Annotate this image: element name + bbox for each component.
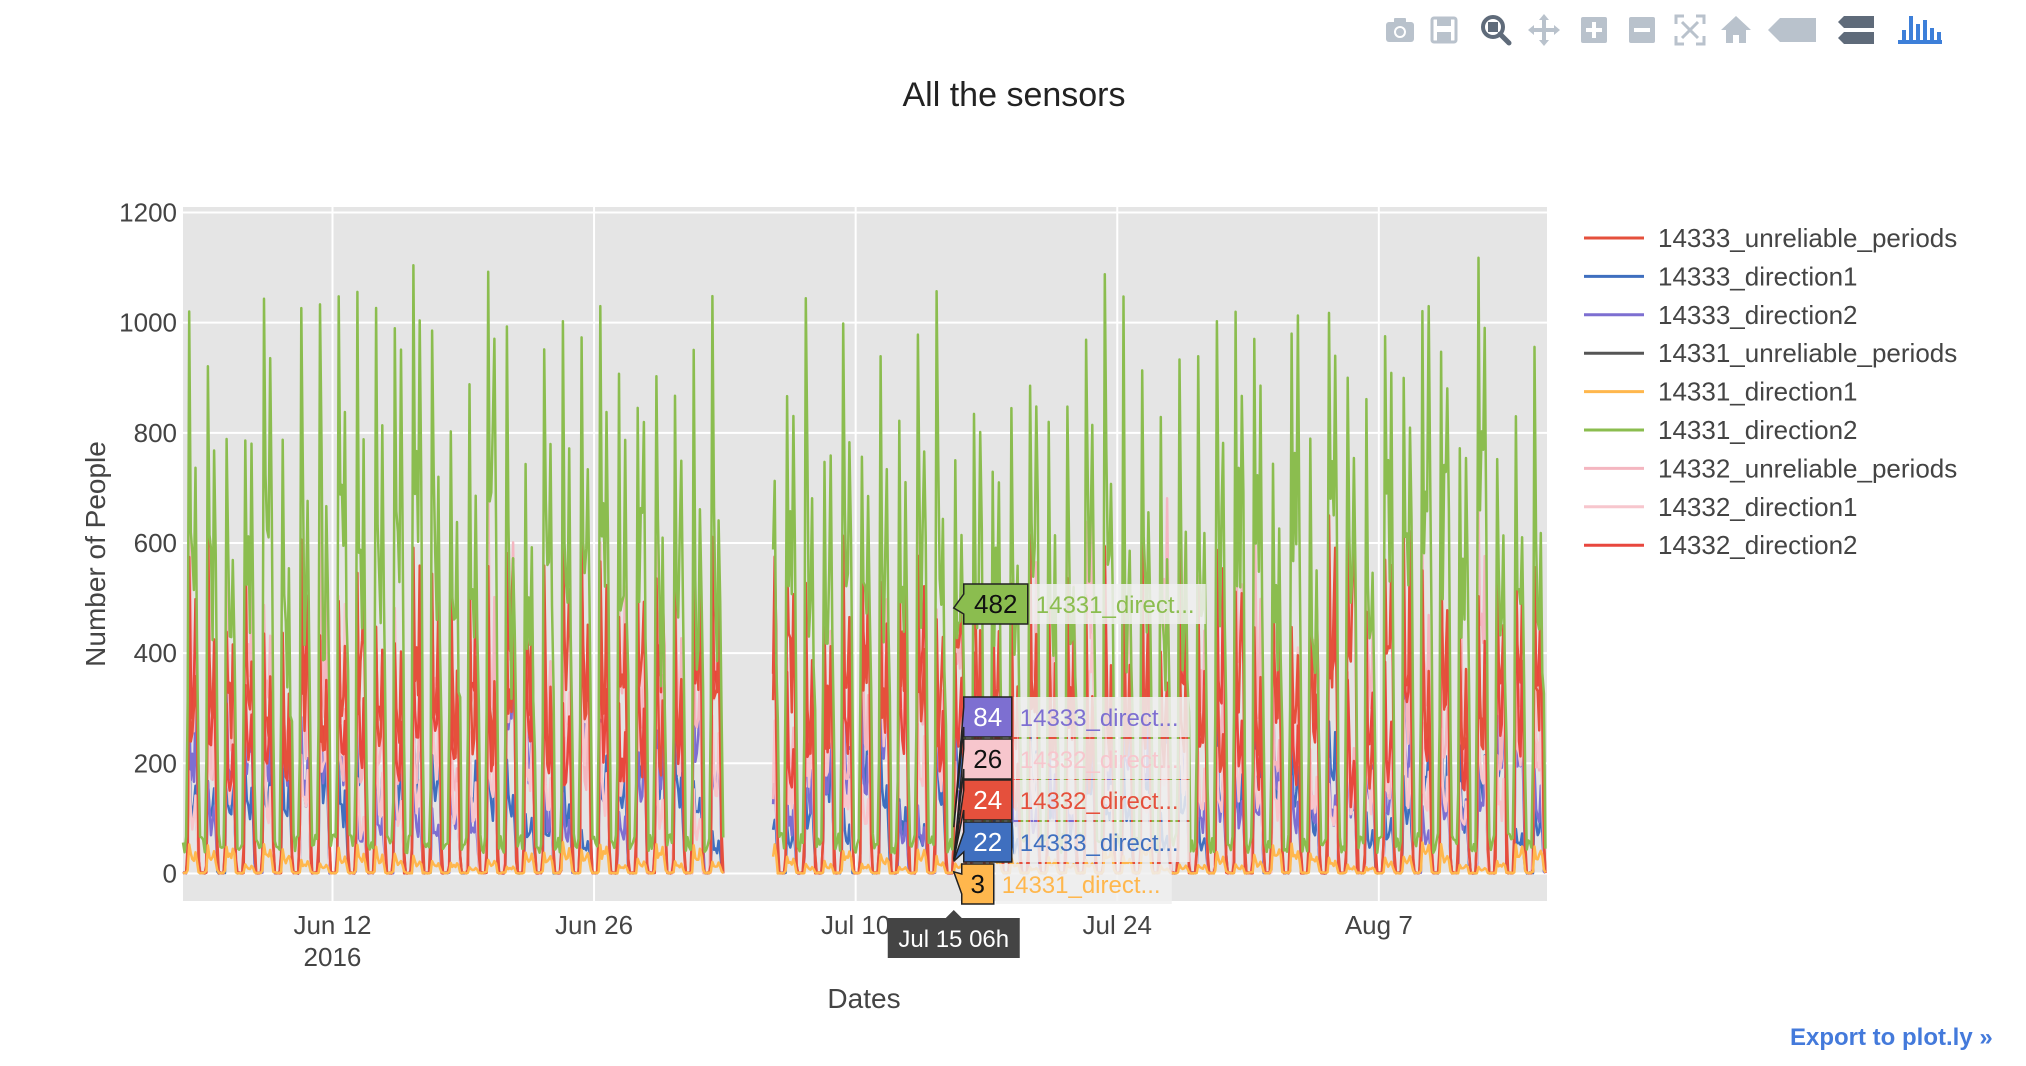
x-tick-label: Jun 12 xyxy=(293,910,371,940)
y-tick-label: 1000 xyxy=(119,308,177,338)
hover-series-box xyxy=(1013,697,1190,737)
legend[interactable]: 14333_unreliable_periods 14333_direction1… xyxy=(1584,223,1957,560)
hover-series-label: 14331_direct... xyxy=(1036,592,1195,619)
zoom-out-icon[interactable] xyxy=(1622,10,1662,50)
hover-label: 3 14331_direct... xyxy=(952,863,1172,905)
hover-x-box xyxy=(887,910,1020,958)
y-tick-label: 200 xyxy=(134,748,177,778)
hover-series-label: 14333_direct... xyxy=(1020,830,1179,857)
hover-series-label: 14332_direct... xyxy=(1020,747,1179,774)
hover-compare-icon[interactable] xyxy=(1824,10,1880,50)
x-tick-label: Jul 24 xyxy=(1083,910,1152,940)
hover-value-box xyxy=(952,583,1029,625)
hover-series-box xyxy=(995,864,1172,904)
zoom-in-icon[interactable] xyxy=(1574,10,1614,50)
hover-series-box xyxy=(1013,739,1190,779)
hover-value: 26 xyxy=(973,744,1002,774)
autoscale-icon[interactable] xyxy=(1670,10,1710,50)
hover-label: 26 14332_direct... xyxy=(953,738,1190,860)
hover-value: 482 xyxy=(974,589,1017,619)
hover-value-box xyxy=(952,863,995,905)
hover-label: 482 14331_direct... xyxy=(952,583,1206,625)
series-line-14331-direction2[interactable] xyxy=(181,264,725,855)
hover-series-box xyxy=(1013,780,1190,820)
legend-item-label[interactable]: 14331_direction2 xyxy=(1658,415,1858,445)
hover-tooltips: 482 14331_direct... 84 14333_direct... 26 143… xyxy=(887,583,1206,958)
legend-item-label[interactable]: 14333_unreliable_periods xyxy=(1658,223,1957,253)
hover-value-box xyxy=(953,821,1013,863)
legend-item-label[interactable]: 14331_unreliable_periods xyxy=(1658,338,1957,368)
hover-value-box xyxy=(953,696,1013,828)
legend-item-label[interactable]: 14332_direction1 xyxy=(1658,492,1858,522)
legend-item-label[interactable]: 14331_direction1 xyxy=(1658,377,1858,407)
plotly-logo-icon[interactable] xyxy=(1892,10,1948,50)
hover-series-box xyxy=(1013,822,1190,862)
legend-item-label[interactable]: 14333_direction2 xyxy=(1658,300,1858,330)
camera-icon[interactable] xyxy=(1380,10,1420,50)
export-to-plotly-link[interactable]: Export to plot.ly » xyxy=(1790,1024,1993,1051)
y-axis-ticks: 0 200 400 600 800 1000 1200 xyxy=(119,198,177,889)
hover-label: 22 14333_direct... xyxy=(953,821,1190,863)
y-axis-title: Number of People xyxy=(80,441,111,667)
chart-title: All the sensors xyxy=(903,76,1126,114)
hover-value-box xyxy=(953,738,1013,860)
series-line-14331-direction1[interactable] xyxy=(182,840,725,875)
legend-item-label[interactable]: 14333_direction1 xyxy=(1658,261,1858,291)
hover-closest-icon[interactable] xyxy=(1764,10,1820,50)
y-tick-label: 1200 xyxy=(119,198,177,228)
hover-label: 24 14332_direct... xyxy=(953,779,1190,861)
hover-series-label: 14332_direct... xyxy=(1020,788,1179,815)
hover-x-text: Jul 15 06h xyxy=(898,926,1009,953)
hover-value: 22 xyxy=(973,827,1002,857)
hover-series-label: 14331_direct... xyxy=(1002,872,1161,899)
hover-label: 84 14333_direct... xyxy=(953,696,1190,828)
x-axis-title: Dates xyxy=(827,983,900,1014)
x-tick-label: Jul 10 xyxy=(821,910,890,940)
save-icon[interactable] xyxy=(1424,10,1464,50)
hover-value-box xyxy=(953,779,1013,861)
y-tick-label: 0 xyxy=(163,858,177,888)
y-tick-label: 800 xyxy=(134,418,177,448)
x-tick-label: Jun 26 xyxy=(555,910,633,940)
hover-value: 3 xyxy=(971,869,985,899)
y-tick-label: 400 xyxy=(134,638,177,668)
hover-x-label: Jul 15 06h xyxy=(887,910,1020,958)
y-tick-label: 600 xyxy=(134,528,177,558)
hover-value: 84 xyxy=(973,702,1002,732)
pan-icon[interactable] xyxy=(1524,10,1564,50)
x-tick-label: Aug 7 xyxy=(1345,910,1413,940)
hover-series-label: 14333_direct... xyxy=(1020,705,1179,732)
hover-value: 24 xyxy=(973,785,1002,815)
zoom-icon[interactable] xyxy=(1476,10,1516,50)
x-tick-year-label: 2016 xyxy=(304,942,362,972)
legend-item-label[interactable]: 14332_direction2 xyxy=(1658,530,1858,560)
legend-item-label[interactable]: 14332_unreliable_periods xyxy=(1658,453,1957,483)
hover-series-box xyxy=(1029,584,1206,624)
home-icon[interactable] xyxy=(1716,10,1756,50)
